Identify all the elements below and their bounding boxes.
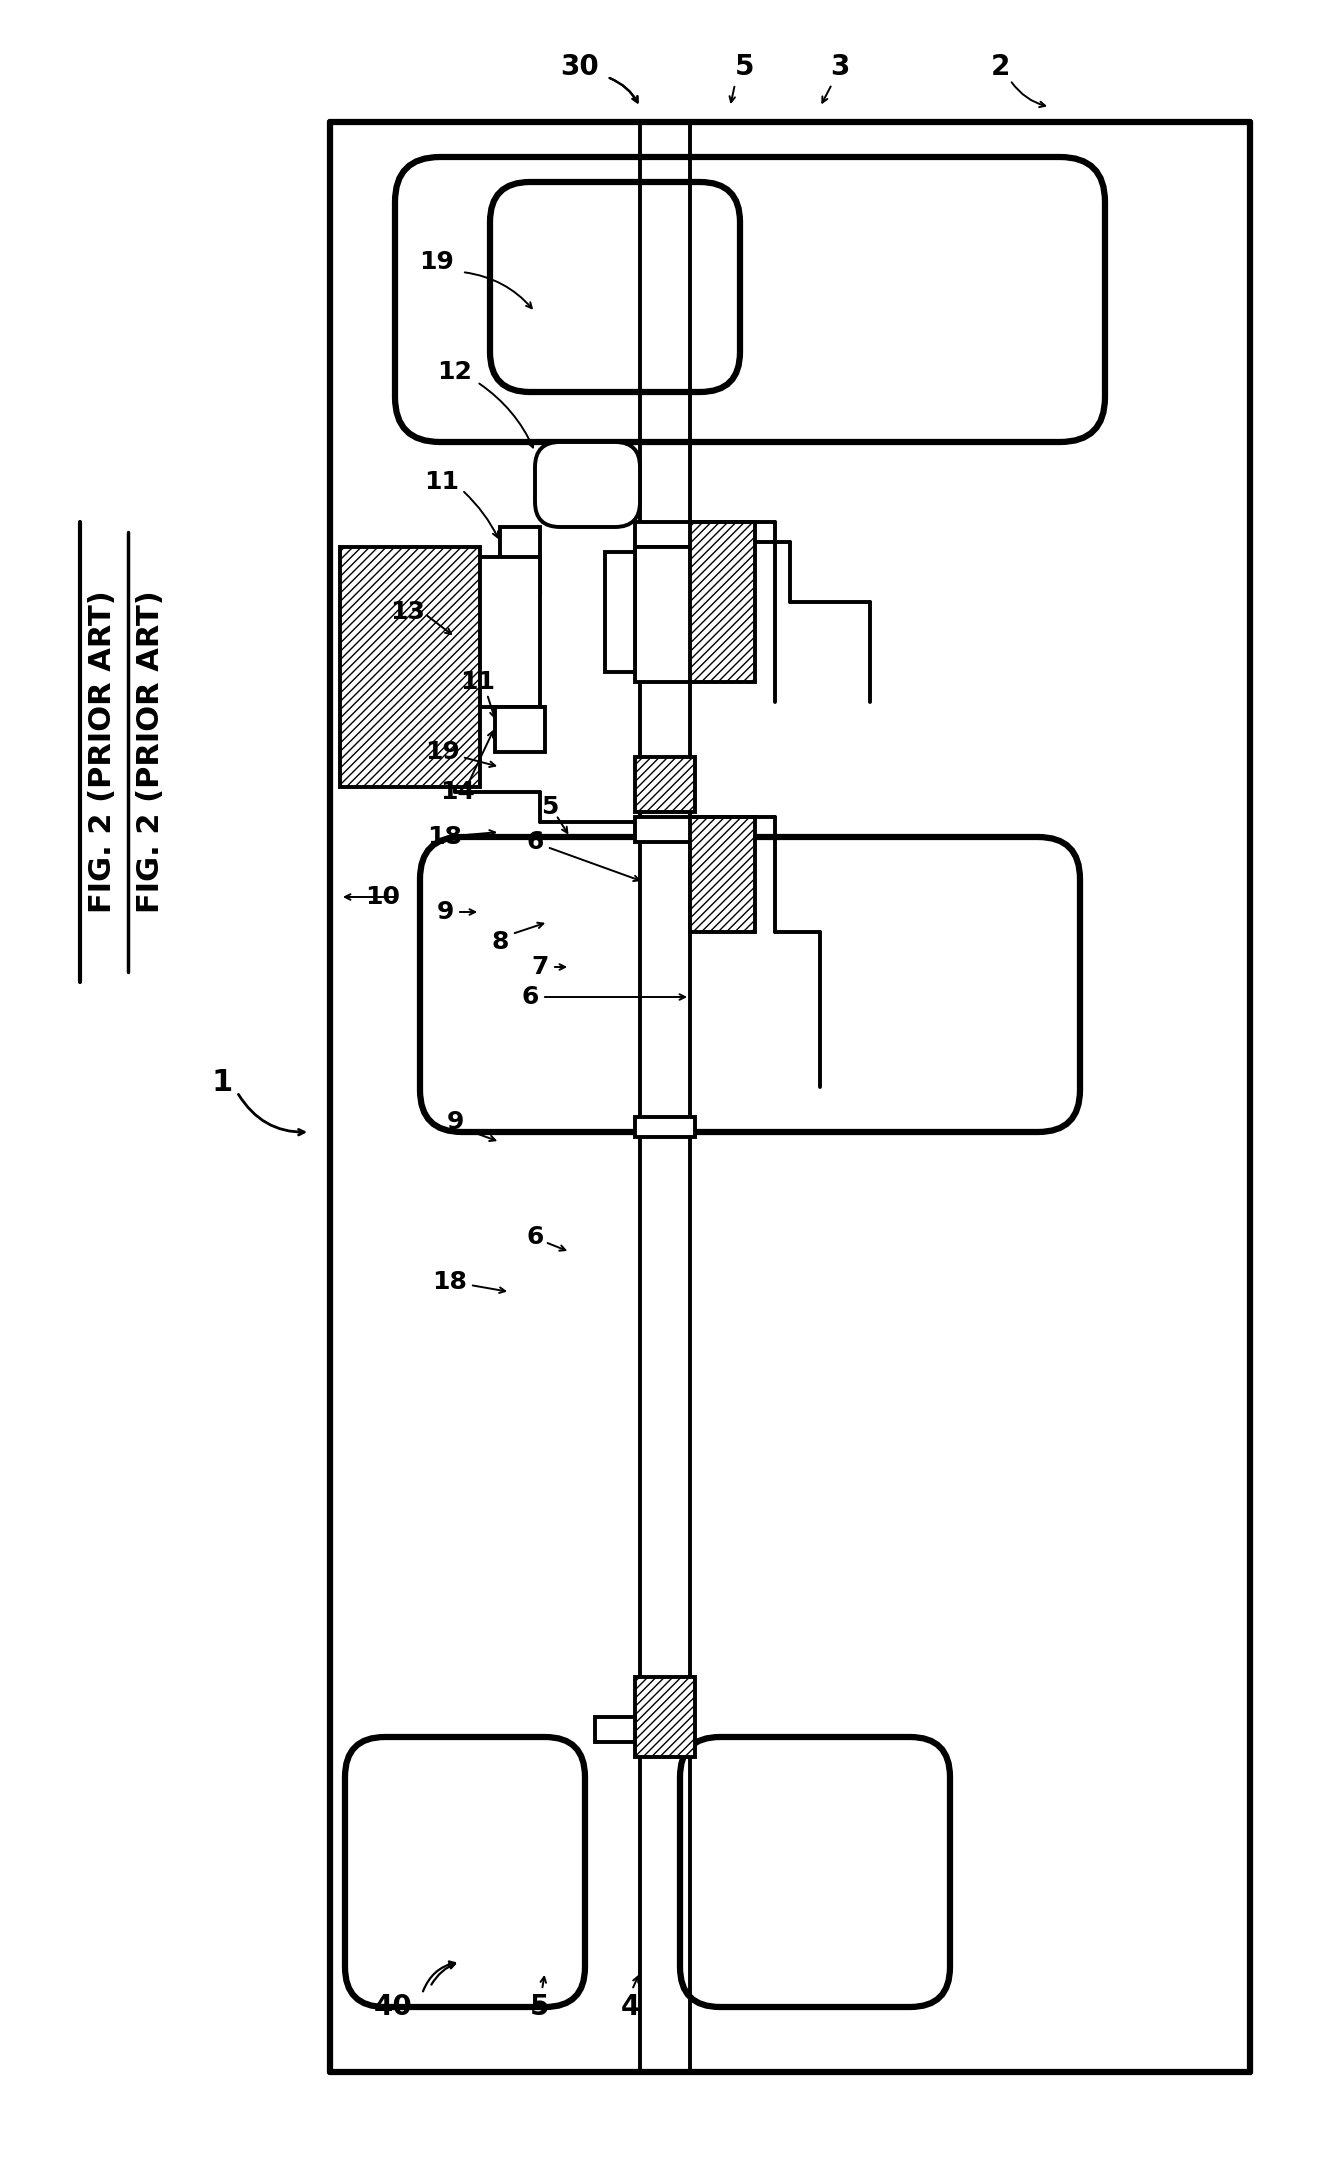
Text: 19: 19 <box>419 251 454 275</box>
Bar <box>635 1678 695 1757</box>
Text: 1: 1 <box>212 1067 233 1098</box>
Text: 18: 18 <box>427 825 462 849</box>
Text: 8: 8 <box>491 930 508 954</box>
Text: 6: 6 <box>526 829 543 853</box>
Text: 11: 11 <box>461 670 495 694</box>
Text: 30: 30 <box>560 52 599 81</box>
Bar <box>606 552 635 672</box>
Text: 13: 13 <box>390 600 426 624</box>
Text: 4: 4 <box>620 1992 640 2021</box>
Text: FIG. 2 (PRIOR ART): FIG. 2 (PRIOR ART) <box>136 591 165 914</box>
Bar <box>635 1117 695 1137</box>
Text: 9: 9 <box>446 1111 463 1135</box>
FancyBboxPatch shape <box>345 1737 586 2007</box>
Text: 11: 11 <box>425 469 459 493</box>
Bar <box>689 521 755 683</box>
Bar <box>635 548 695 683</box>
Text: 18: 18 <box>433 1270 467 1294</box>
Text: 9: 9 <box>437 899 454 923</box>
Bar <box>595 1717 635 1741</box>
Text: 7: 7 <box>531 956 548 980</box>
Text: 2: 2 <box>990 52 1010 81</box>
Bar <box>500 528 540 591</box>
Text: 6: 6 <box>522 984 539 1008</box>
FancyBboxPatch shape <box>490 181 740 393</box>
Text: FIG. 2 (PRIOR ART): FIG. 2 (PRIOR ART) <box>88 591 117 914</box>
Text: 3: 3 <box>831 52 849 81</box>
Bar <box>495 707 544 753</box>
Text: 19: 19 <box>426 740 461 764</box>
FancyBboxPatch shape <box>535 443 640 528</box>
Bar <box>689 816 755 932</box>
Text: 5: 5 <box>735 52 755 81</box>
Text: 6: 6 <box>526 1224 543 1248</box>
Bar <box>635 816 695 842</box>
Text: 12: 12 <box>438 360 473 384</box>
Bar <box>635 521 695 548</box>
Text: 10: 10 <box>366 886 401 910</box>
Text: 14: 14 <box>441 779 475 803</box>
FancyBboxPatch shape <box>421 838 1079 1132</box>
Bar <box>455 556 540 707</box>
FancyBboxPatch shape <box>680 1737 950 2007</box>
Text: 5: 5 <box>542 794 559 818</box>
Bar <box>635 757 695 812</box>
FancyBboxPatch shape <box>395 157 1105 443</box>
Bar <box>339 548 480 788</box>
Text: 5: 5 <box>530 1992 550 2021</box>
Text: 40: 40 <box>374 1992 413 2021</box>
